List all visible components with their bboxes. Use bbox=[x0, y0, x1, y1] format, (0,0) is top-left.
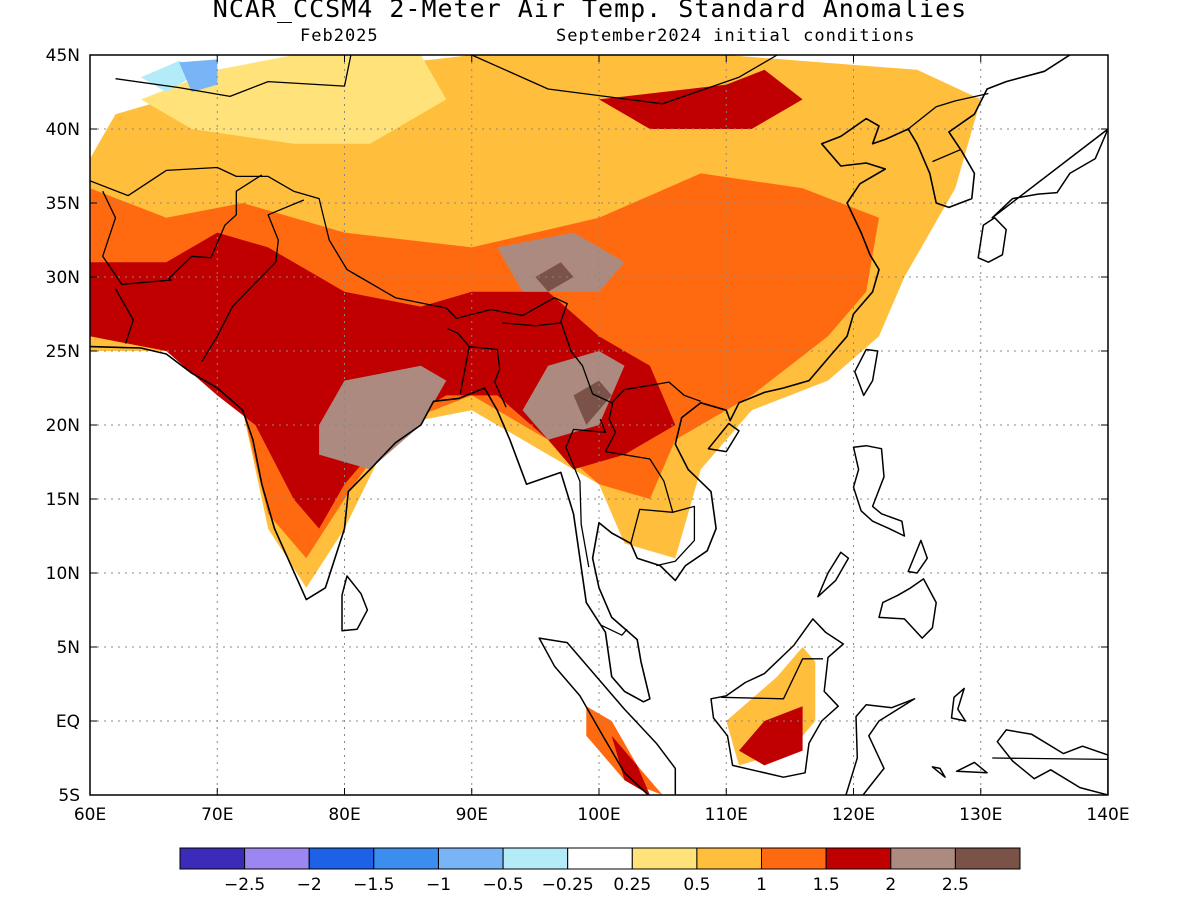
colorbar-label-2: −1.5 bbox=[353, 875, 394, 895]
island-outline-13 bbox=[950, 687, 967, 722]
colorbar-label-11: 2.5 bbox=[942, 875, 969, 895]
lat-tick-label: 45N bbox=[46, 46, 80, 66]
lon-tick-label: 140E bbox=[1086, 805, 1129, 825]
coastlines bbox=[90, 55, 1108, 795]
colorbar-swatch-10 bbox=[825, 847, 892, 870]
colorbar-label-3: −1 bbox=[426, 875, 451, 895]
lat-tick-label: 30N bbox=[46, 268, 80, 288]
colorbar-label-10: 2 bbox=[885, 875, 896, 895]
country-border-1 bbox=[115, 55, 352, 98]
country-border-16 bbox=[992, 757, 1108, 761]
lon-tick-label: 90E bbox=[456, 805, 488, 825]
colorbar-label-1: −2 bbox=[297, 875, 322, 895]
island-outline-1 bbox=[707, 422, 740, 453]
anomaly-region-3 bbox=[599, 69, 803, 129]
colorbar: −2.5 −2 −1.5 −1 −0.5 −0.25 0.25 0.5 1 1.5 2 2.5 bbox=[179, 847, 1021, 895]
lat-tick-label: 5N bbox=[56, 638, 80, 658]
island-outline-0 bbox=[854, 348, 879, 397]
anomaly-shading bbox=[90, 55, 981, 795]
country-border-14 bbox=[907, 92, 989, 130]
colorbar-swatch-6 bbox=[567, 847, 633, 870]
country-border-7 bbox=[469, 345, 507, 408]
lat-tick-label: 10N bbox=[46, 564, 80, 584]
lat-tick-label: 20N bbox=[46, 416, 80, 436]
anomaly-region-15 bbox=[611, 735, 650, 795]
map-title: NCAR_CCSM4 2-Meter Air Temp. Standard An… bbox=[212, 0, 968, 23]
colorbar-swatch-3 bbox=[373, 847, 439, 870]
lon-tick-label: 60E bbox=[74, 805, 106, 825]
island-outline-9 bbox=[907, 539, 929, 574]
colorbar-swatch-11 bbox=[890, 847, 956, 870]
island-outline-2 bbox=[341, 575, 369, 632]
colorbar-swatch-0 bbox=[179, 847, 246, 870]
island-outline-7 bbox=[878, 578, 937, 639]
colorbar-swatch-9 bbox=[761, 847, 827, 870]
mainland-coastline bbox=[90, 55, 1071, 703]
country-border-15 bbox=[932, 149, 961, 163]
colorbar-swatch-5 bbox=[502, 847, 569, 870]
island-outline-6 bbox=[852, 444, 906, 537]
gridlines bbox=[90, 55, 1108, 795]
colorbar-label-6: 0.25 bbox=[613, 875, 651, 895]
island-outline-4 bbox=[710, 618, 845, 778]
country-border-3 bbox=[102, 174, 263, 286]
lat-tick-label: 40N bbox=[46, 120, 80, 140]
country-border-10 bbox=[565, 418, 607, 568]
island-outline-8 bbox=[817, 551, 850, 598]
valid-month-label: Feb2025 bbox=[300, 26, 379, 46]
country-border-4 bbox=[114, 288, 134, 344]
colorbar-swatch-8 bbox=[696, 847, 763, 870]
anomaly-region-4 bbox=[497, 232, 625, 292]
country-border-6 bbox=[447, 328, 470, 395]
colorbar-swatch-7 bbox=[631, 847, 698, 870]
colorbar-label-0: −2.5 bbox=[224, 875, 265, 895]
colorbar-swatch-2 bbox=[308, 847, 375, 870]
lon-tick-label: 80E bbox=[328, 805, 360, 825]
country-border-2 bbox=[357, 55, 778, 105]
country-border-12 bbox=[600, 624, 628, 636]
lon-tick-label: 100E bbox=[577, 805, 620, 825]
anomaly-region-7 bbox=[535, 262, 574, 292]
island-outline-10 bbox=[977, 217, 1007, 263]
lat-tick-label: 25N bbox=[46, 342, 80, 362]
axis-ticks: 60E 70E 80E 90E 100E 110E 120E 130E 140E 45N 40N 35… bbox=[46, 46, 1130, 825]
lon-tick-label: 120E bbox=[832, 805, 875, 825]
country-border-5 bbox=[201, 199, 305, 362]
initial-conditions-label: September2024 initial conditions bbox=[556, 26, 916, 46]
map-plot-area bbox=[90, 55, 1108, 795]
colorbar-swatch-4 bbox=[438, 847, 504, 870]
colorbar-swatch-12 bbox=[954, 847, 1021, 870]
country-border-9 bbox=[604, 401, 696, 567]
colorbar-label-8: 1 bbox=[756, 875, 767, 895]
island-outline-11 bbox=[991, 128, 1108, 219]
anomaly-region-10 bbox=[739, 706, 803, 766]
island-outline-5 bbox=[845, 698, 916, 795]
lat-tick-label: 15N bbox=[46, 490, 80, 510]
island-outline-15 bbox=[955, 761, 988, 774]
colorbar-label-7: 0.5 bbox=[683, 875, 710, 895]
country-border-0 bbox=[90, 166, 702, 404]
colorbar-swatch-1 bbox=[244, 847, 310, 870]
colorbar-label-4: −0.5 bbox=[482, 875, 523, 895]
lat-tick-label: EQ bbox=[56, 712, 80, 732]
anomaly-region-5 bbox=[319, 365, 447, 470]
lat-tick-label: 5S bbox=[58, 786, 80, 806]
lon-tick-label: 70E bbox=[201, 805, 233, 825]
island-outline-3 bbox=[538, 637, 677, 795]
colorbar-label-5: −0.25 bbox=[542, 875, 594, 895]
country-border-13 bbox=[721, 658, 823, 700]
country-border-11 bbox=[630, 508, 673, 544]
lon-tick-label: 130E bbox=[959, 805, 1002, 825]
colorbar-label-9: 1.5 bbox=[813, 875, 840, 895]
anomaly-region-13 bbox=[179, 59, 218, 92]
island-outline-14 bbox=[931, 766, 946, 778]
anomaly-region-8 bbox=[573, 380, 612, 425]
lon-tick-label: 110E bbox=[705, 805, 748, 825]
lat-tick-label: 35N bbox=[46, 194, 80, 214]
country-border-8 bbox=[502, 322, 561, 327]
